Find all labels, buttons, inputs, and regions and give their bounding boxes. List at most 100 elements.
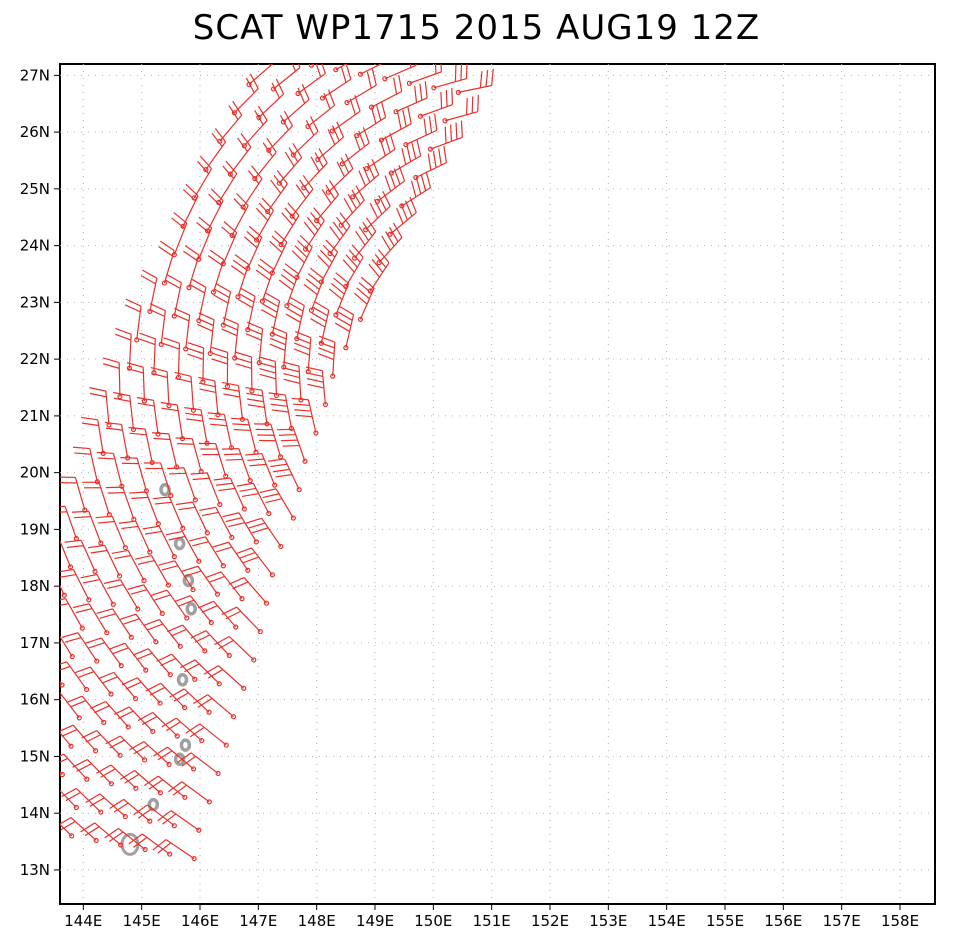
barb-station: [245, 567, 251, 573]
wind-barb: [61, 787, 104, 815]
wind-barb: [368, 74, 403, 110]
wind-barb: [245, 517, 284, 550]
wind-barb: [60, 584, 67, 598]
barb-feather: [208, 193, 221, 207]
barb-feather: [240, 287, 256, 297]
barb-feather: [245, 386, 263, 391]
barb-station: [50, 801, 54, 805]
barb-feather: [278, 279, 293, 291]
barb-feather: [113, 391, 130, 397]
barb-feather: [283, 378, 301, 384]
wind-barb: [203, 665, 247, 691]
barb-station: [333, 312, 339, 318]
barb-station: [382, 76, 388, 82]
barb-feather: [406, 145, 412, 162]
barb-station: [73, 804, 79, 811]
barb-staff: [292, 130, 319, 156]
barb-staff: [60, 789, 77, 808]
barb-station: [153, 639, 159, 645]
barb-feather: [269, 240, 283, 254]
barb-station: [106, 512, 112, 518]
barb-feather: [362, 166, 371, 183]
wind-barb: [302, 207, 325, 252]
barb-staff: [176, 404, 184, 439]
barb-feather: [428, 116, 433, 133]
barb-station: [417, 113, 424, 119]
barb-station: [239, 596, 245, 602]
barb-feather: [402, 109, 407, 127]
barb-station: [147, 549, 153, 555]
barb-feather: [278, 434, 296, 436]
barb-feather: [303, 283, 318, 296]
barb-feather: [190, 472, 208, 475]
barb-feather: [310, 318, 326, 328]
barb-feather: [211, 358, 228, 365]
wind-barb: [135, 554, 172, 588]
barb-station: [240, 204, 246, 210]
wind-barb: [60, 476, 88, 513]
barb-feather: [259, 258, 274, 270]
barb-station: [302, 458, 308, 464]
barb-feather: [108, 831, 124, 842]
barb-feather: [207, 255, 223, 266]
wind-barb: [165, 274, 182, 319]
wind-barb: [240, 165, 263, 210]
wind-barb: [74, 666, 114, 697]
wind-barb: [139, 332, 157, 376]
barb-feather: [198, 312, 215, 321]
barb-feather: [123, 618, 140, 625]
barb-feather: [423, 118, 427, 136]
wind-barbs: [14, 25, 494, 862]
barb-feather: [221, 328, 238, 337]
lat-tick-label: 19N: [20, 520, 50, 538]
wind-barb: [14, 778, 54, 805]
wind-barb: [129, 491, 161, 527]
barb-feather: [327, 129, 336, 145]
barb-staff: [236, 606, 261, 632]
barb-feather: [121, 525, 139, 530]
barb-feather: [334, 322, 350, 333]
barb-feather: [269, 397, 287, 402]
barb-feather: [336, 161, 346, 178]
barb-feather: [214, 635, 230, 646]
lon-tick-label: 144E: [64, 912, 102, 930]
barb-feather: [133, 836, 148, 848]
barb-staff: [113, 671, 137, 699]
barb-feather: [357, 39, 361, 55]
barb-feather: [332, 221, 344, 236]
wind-barb: [387, 196, 417, 237]
wind-barb: [280, 83, 310, 125]
barb-station: [196, 827, 202, 833]
barb-feather: [319, 249, 333, 263]
barb-station: [245, 265, 251, 271]
barb-feather: [259, 362, 276, 368]
barb-feather: [197, 600, 214, 609]
wind-barb: [317, 335, 336, 379]
barb-feather: [327, 89, 336, 106]
barb-feather: [77, 671, 95, 678]
barb-feather: [174, 371, 192, 377]
barb-feather: [283, 110, 294, 127]
wind-barb: [187, 341, 206, 385]
wind-barb: [285, 25, 315, 62]
island-agrihan: [173, 536, 186, 551]
wind-barb: [235, 547, 275, 578]
barb-feather: [218, 487, 236, 492]
barb-feather: [196, 221, 210, 234]
barb-feather: [425, 171, 432, 188]
barb-station: [260, 54, 264, 58]
barb-staff: [206, 472, 221, 505]
barb-feather: [491, 68, 494, 86]
barb-feather: [208, 668, 224, 679]
barb-feather: [325, 239, 339, 253]
barb-feather: [60, 753, 64, 757]
wind-barb: [325, 153, 354, 195]
latitude-axis: 13N 14N 15N 16N 17N 18N 19N 20N 21N 22N 23N 24N 25N 2…: [20, 66, 60, 879]
barb-feather: [302, 175, 314, 190]
barb-station: [206, 709, 212, 715]
barb-feather: [246, 392, 263, 397]
barb-feather: [96, 608, 113, 615]
barb-feather: [140, 275, 156, 285]
barb-staff: [332, 110, 361, 132]
barb-staff: [366, 148, 396, 169]
